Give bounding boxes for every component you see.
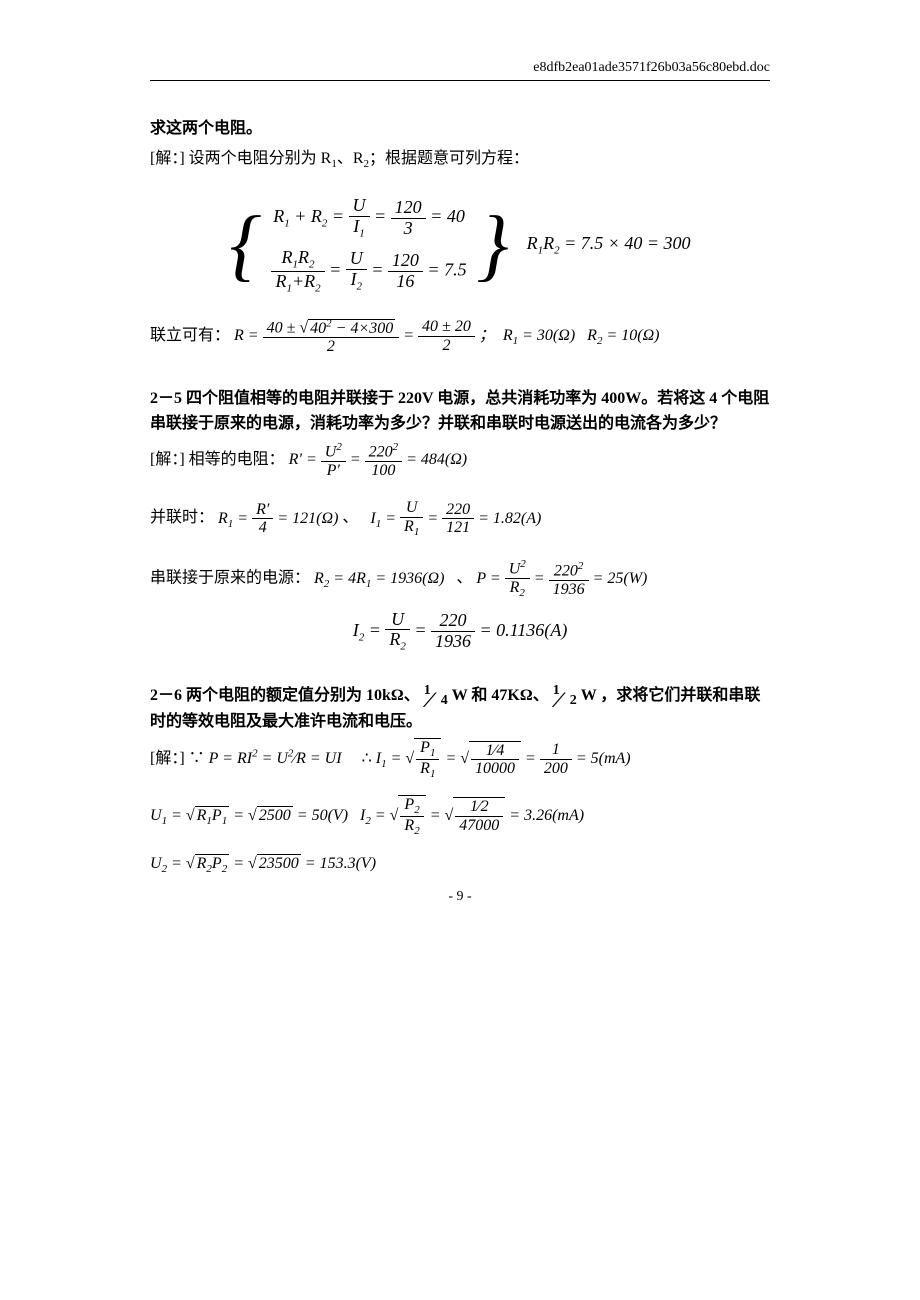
sec3-u2: U2 = √R2P2 = √23500 = 153.3(V) bbox=[150, 851, 770, 879]
sec2-series-r2: R2 = 4R1 = 1936(Ω) bbox=[314, 570, 448, 587]
sec3-u1: U1 = √R1P1 = √2500 = 50(V) bbox=[150, 807, 352, 824]
sec1-r1: R1 = 30(Ω) bbox=[503, 327, 575, 344]
sec1-title: 求这两个电阻。 bbox=[150, 116, 770, 142]
sec2-parallel-i1: I1 = UR1 = 220121 = 1.82(A) bbox=[370, 510, 541, 527]
sec2-series-p: P = U2R2 = 22021936 = 25(W) bbox=[476, 570, 647, 587]
left-brace-icon: { bbox=[229, 209, 261, 281]
sys-row-2: R1R2R1+R2 = UI2 = 12016 = 7.5 bbox=[271, 248, 466, 294]
sec1-intro-text: 设两个电阻分别为 R1、R2；根据题意可列方程： bbox=[189, 150, 529, 167]
sec2-title: 2－5 四个阻值相等的电阻并联接于 220V 电源，总共消耗功率为 400W。若… bbox=[150, 386, 770, 437]
sec1-solve: 联立可有： R = 40 ± √402 − 4×3002 = 40 ± 202 … bbox=[150, 317, 770, 356]
page: e8dfb2ea01ade3571f26b03a56c80ebd.doc 求这两… bbox=[0, 0, 920, 945]
diag-frac-1-2: 1⁄2 bbox=[553, 686, 577, 706]
sec1-system: { R1 + R2 = UI1 = 1203 = 40 R1R2R1+R2 = … bbox=[150, 183, 770, 307]
sec3-u1-i2: U1 = √R1P1 = √2500 = 50(V) I2 = √P2R2 = … bbox=[150, 795, 770, 838]
right-brace-icon: } bbox=[477, 209, 509, 281]
sec2-i2: I2 = UR2 = 2201936 = 0.1136(A) bbox=[150, 610, 770, 653]
sec2-parallel-sep: 、 bbox=[342, 510, 366, 527]
sec3-step1-a: P = RI2 = U2⁄R = UI bbox=[209, 750, 346, 767]
sec2-series-sep: 、 bbox=[456, 570, 472, 587]
sec2-series-prefix: 串联接于原来的电源： bbox=[150, 570, 310, 587]
sec3-therefore: ∴ bbox=[362, 750, 376, 767]
page-number: - 9 - bbox=[150, 889, 770, 905]
sec1-intro: [解：] 设两个电阻分别为 R1、R2；根据题意可列方程： bbox=[150, 146, 770, 174]
sec2-parallel-r1: R1 = R′4 = 121(Ω) bbox=[218, 510, 342, 527]
sec1-solve-main: R = 40 ± √402 − 4×3002 = 40 ± 202 ； bbox=[234, 327, 499, 344]
header-filename: e8dfb2ea01ade3571f26b03a56c80ebd.doc bbox=[150, 60, 770, 81]
sec3-step1: [解：] ∵ P = RI2 = U2⁄R = UI ∴ I1 = √P1R1 … bbox=[150, 738, 770, 781]
sec2-rprime-label: [解：] 相等的电阻： bbox=[150, 451, 285, 468]
sys-row-1: R1 + R2 = UI1 = 1203 = 40 bbox=[271, 196, 466, 239]
sec3-title-prefix: 2－6 两个电阻的额定值分别为 10kΩ、 bbox=[150, 687, 420, 704]
sec2-rprime: R′ = U2P′ = 2202100 = 484(Ω) bbox=[289, 451, 467, 468]
sec3-title: 2－6 两个电阻的额定值分别为 10kΩ、 1⁄4 W 和 47KΩ、 1⁄2 … bbox=[150, 683, 770, 734]
sec2-parallel-prefix: 并联时： bbox=[150, 510, 214, 527]
sec2-parallel: 并联时： R1 = R′4 = 121(Ω) 、 I1 = UR1 = 2201… bbox=[150, 499, 770, 538]
sec3-step1-prefix: [解：] ∵ bbox=[150, 750, 209, 767]
sec2-series: 串联接于原来的电源： R2 = 4R1 = 1936(Ω) 、 P = U2R2… bbox=[150, 558, 770, 599]
diag-frac-1-4: 1⁄4 bbox=[424, 686, 448, 706]
sec1-intro-prefix: [解：] bbox=[150, 150, 189, 167]
sec3-i1: I1 = √P1R1 = √1⁄410000 = 1200 = 5(mA) bbox=[376, 750, 631, 767]
sec1-r2: R2 = 10(Ω) bbox=[587, 327, 659, 344]
sec2-rprime-line: [解：] 相等的电阻： R′ = U2P′ = 2202100 = 484(Ω) bbox=[150, 441, 770, 480]
sec1-solve-prefix: 联立可有： bbox=[150, 327, 230, 344]
sec1-aux: R1R2 = 7.5 × 40 = 300 bbox=[527, 233, 691, 253]
sec3-title-mid: W 和 47KΩ、 bbox=[452, 687, 549, 704]
sec3-i2: I2 = √P2R2 = √1⁄247000 = 3.26(mA) bbox=[360, 807, 584, 824]
